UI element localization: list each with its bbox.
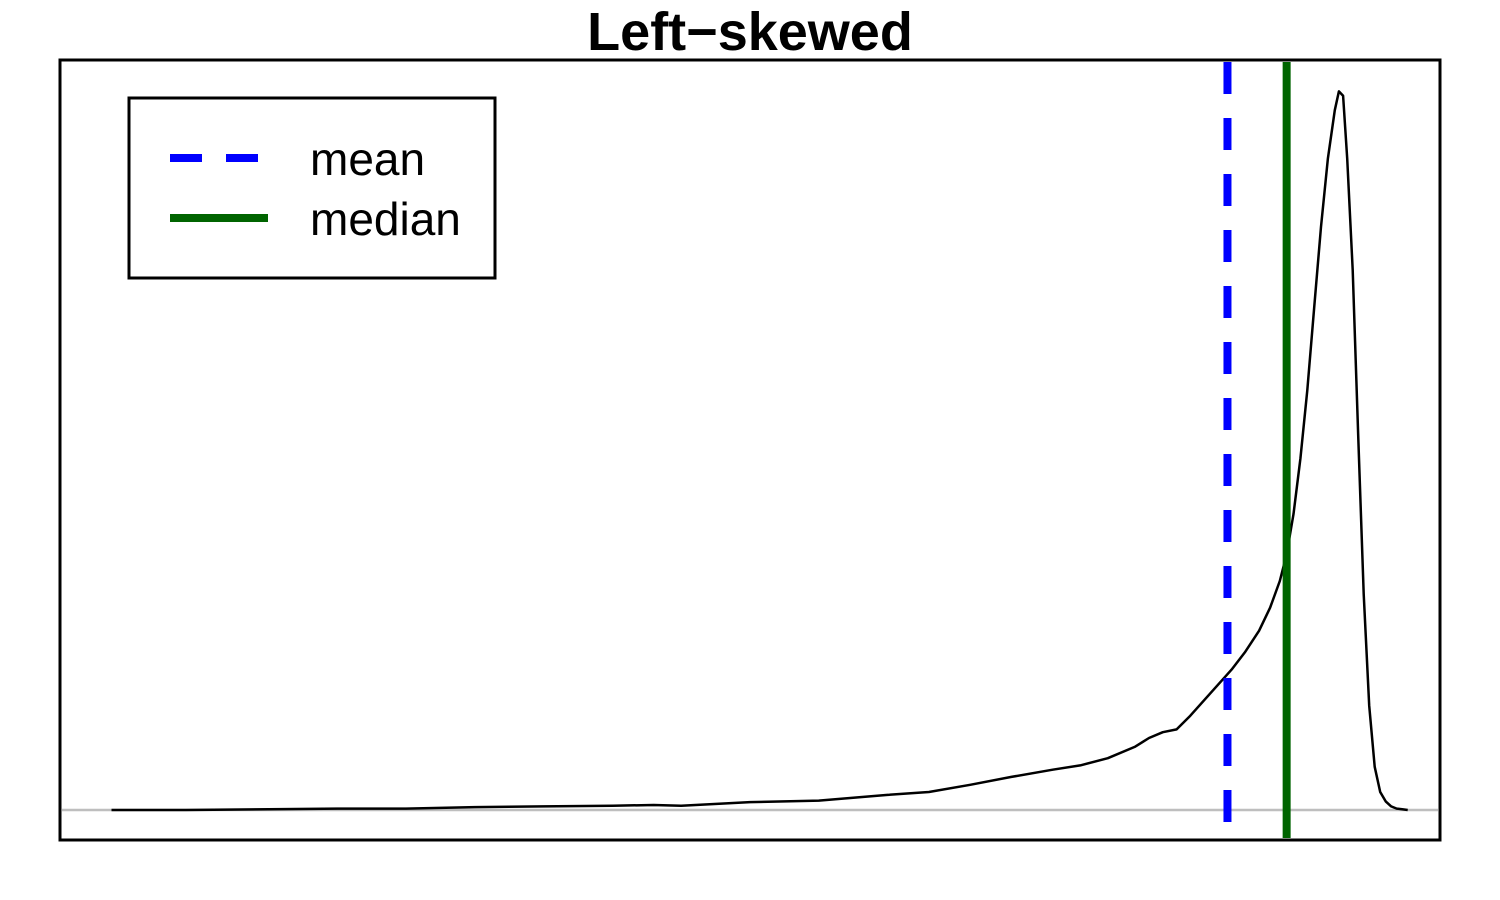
plot-area bbox=[62, 62, 1438, 838]
plot-frame bbox=[58, 58, 1442, 842]
legend-box bbox=[127, 96, 497, 280]
legend-median-label: median bbox=[310, 193, 461, 245]
density-curve bbox=[111, 90, 1408, 812]
chart-title: Left−skewed bbox=[587, 2, 913, 62]
legend-mean-label: mean bbox=[310, 133, 425, 185]
legend: mean median bbox=[127, 96, 497, 280]
